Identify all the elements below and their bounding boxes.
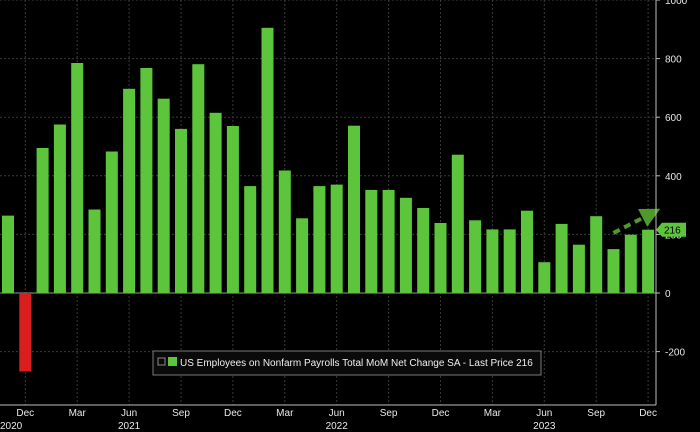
bar-may-2022 [313, 186, 326, 293]
bar-aug-2022 [365, 189, 378, 293]
y-tick-label: -200 [665, 348, 685, 359]
bar-jul-2023 [555, 223, 568, 293]
legend: US Employees on Nonfarm Payrolls Total M… [152, 350, 542, 376]
x-tick-label: Sep [172, 408, 190, 419]
trend-arrow-annotation [612, 208, 661, 235]
bar-mar-2023 [486, 229, 499, 293]
bar-dec-2023 [642, 229, 655, 293]
bar-aug-2021 [157, 98, 170, 293]
bar-feb-2022 [261, 27, 274, 294]
bar-jan-2022 [244, 186, 257, 293]
x-tick-label: Dec [224, 408, 242, 419]
bar-jul-2021 [140, 68, 153, 293]
legend-label: US Employees on Nonfarm Payrolls Total M… [180, 358, 533, 369]
x-tick-label: Mar [69, 408, 87, 419]
x-tick-label: Sep [587, 408, 605, 419]
bar-sep-2023 [590, 216, 603, 293]
bar-nov-2021 [209, 112, 222, 293]
bar-jan-2021 [36, 148, 49, 293]
bar-dec-2021 [226, 126, 239, 293]
y-tick-label: 600 [665, 113, 682, 124]
bar-jun-2021 [123, 88, 136, 293]
bar-apr-2023 [503, 229, 516, 293]
bar-oct-2023 [607, 249, 620, 293]
x-tick-label: Sep [380, 408, 398, 419]
bar-dec-2022 [434, 223, 447, 293]
bar-may-2021 [105, 151, 118, 293]
x-tick-label: Mar [484, 408, 502, 419]
last-price-label: 216 [664, 226, 681, 237]
bar-nov-2020 [2, 215, 14, 293]
bar-nov-2023 [624, 234, 637, 293]
x-tick-label: Dec [639, 408, 657, 419]
x-tick-label: Jun [121, 408, 137, 419]
bar-sep-2022 [382, 189, 395, 293]
x-tick-label: Mar [276, 408, 294, 419]
x-year-label: 2021 [118, 421, 141, 432]
bar-sep-2021 [175, 128, 187, 293]
legend-box [152, 350, 542, 376]
bar-mar-2022 [278, 170, 291, 293]
y-tick-label: 400 [665, 172, 682, 183]
y-tick-label: 800 [665, 55, 682, 66]
x-tick-label: Dec [432, 408, 450, 419]
y-tick-label: 0 [665, 289, 671, 300]
bar-jul-2022 [348, 125, 360, 293]
bar-feb-2021 [53, 124, 66, 293]
bar-jan-2023 [451, 154, 464, 293]
bar-feb-2023 [469, 220, 482, 293]
x-tick-label: Jun [329, 408, 345, 419]
last-price-marker [656, 222, 686, 237]
bar-oct-2021 [192, 64, 205, 293]
bar-aug-2023 [572, 244, 585, 293]
bar-nov-2022 [417, 208, 430, 293]
bar-jun-2022 [330, 184, 343, 293]
bar-apr-2021 [88, 209, 101, 293]
bar-jun-2023 [538, 262, 551, 293]
legend-checkbox [157, 357, 166, 366]
x-year-label: 2020 [0, 421, 23, 432]
x-year-label: 2023 [533, 421, 556, 432]
bar-apr-2022 [296, 218, 309, 293]
bar-oct-2022 [399, 197, 412, 293]
y-tick-label: 1000 [665, 0, 688, 7]
x-tick-label: Dec [16, 408, 34, 419]
x-tick-label: Jun [536, 408, 552, 419]
x-year-label: 2022 [326, 421, 349, 432]
bar-may-2023 [521, 210, 533, 293]
bar-mar-2021 [71, 63, 84, 293]
legend-swatch [168, 357, 177, 366]
bar-dec-2020 [19, 293, 32, 372]
